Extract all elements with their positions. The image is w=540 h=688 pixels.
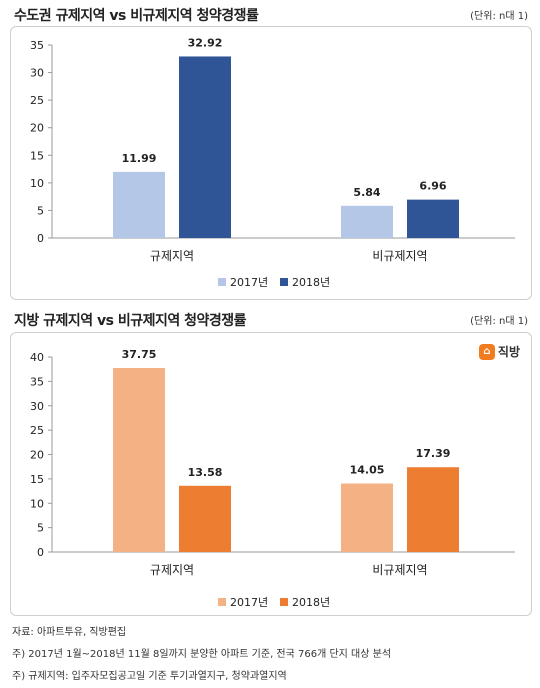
bar [113,171,165,238]
y-tick-label: 20 [30,122,44,135]
legend-label: 2017년 [230,596,268,609]
y-tick-label: 5 [37,204,44,217]
bar [113,367,165,552]
y-tick-label: 15 [30,473,44,486]
legend-label: 2018년 [292,596,330,609]
definition-note: 주) 규제지역: 입주자모집공고일 기준 투기과열지구, 청약과열지역 [12,671,287,682]
zigbang-logo-icon: ⌂ [478,343,495,360]
x-tick-label: 비규제지역 [372,563,427,577]
y-tick-label: 25 [30,94,44,107]
footnotes: 자료: 아파트투유, 직방편집 주) 2017년 1월~2018년 11월 8일… [12,622,391,688]
data-label: 32.92 [188,36,223,49]
data-label: 11.99 [122,152,157,165]
chart-title: 지방 규제지역 vs 비규제지역 청약경쟁률 [14,313,247,329]
y-tick-label: 5 [37,522,44,535]
bar [179,485,231,552]
bar [179,56,231,239]
x-tick-label: 비규제지역 [372,249,427,263]
legend-swatch [218,278,226,286]
y-tick-label: 35 [30,375,44,388]
data-label: 5.84 [353,186,380,199]
legend-swatch [280,598,288,606]
x-tick-label: 규제지역 [150,249,194,263]
legend-swatch [218,598,226,606]
y-tick-label: 35 [30,39,44,52]
bar [407,467,459,552]
data-label: 6.96 [419,180,446,193]
y-tick-label: 40 [30,351,44,364]
bar [407,199,459,238]
brand-label: 직방 [497,345,520,359]
y-tick-label: 10 [30,497,44,510]
chart-title: 수도권 규제지역 vs 비규제지역 청약경쟁률 [14,8,259,24]
period-note: 주) 2017년 1월~2018년 11월 8일까지 분양한 아파트 기준, 전… [12,649,392,660]
chart-frame [10,26,532,300]
data-label: 37.75 [122,348,157,361]
data-label: 13.58 [188,466,223,479]
y-tick-label: 0 [37,232,44,245]
data-label: 14.05 [350,464,385,477]
legend-label: 2018년 [292,276,330,289]
y-tick-label: 25 [30,424,44,437]
source-note: 자료: 아파트투유, 직방편집 [12,627,127,638]
unit-label: (단위: n대 1) [470,11,528,22]
data-label: 17.39 [416,447,451,460]
y-tick-label: 15 [30,149,44,162]
y-tick-label: 30 [30,67,44,80]
bar-chart-capital: 0 5 10 15 20 25 30 35 11.99 32.92 규제지역 5.84 6.96 비규제지… [30,36,515,289]
unit-label: (단위: n대 1) [470,316,528,327]
x-tick-label: 규제지역 [150,563,194,577]
legend-swatch [280,278,288,286]
legend-label: 2017년 [230,276,268,289]
bar [341,205,393,238]
y-tick-label: 30 [30,400,44,413]
y-tick-label: 0 [37,546,44,559]
y-tick-label: 10 [30,177,44,190]
bar [341,483,393,552]
brand-badge: ⌂ 직방 [478,343,520,360]
y-tick-label: 20 [30,449,44,462]
